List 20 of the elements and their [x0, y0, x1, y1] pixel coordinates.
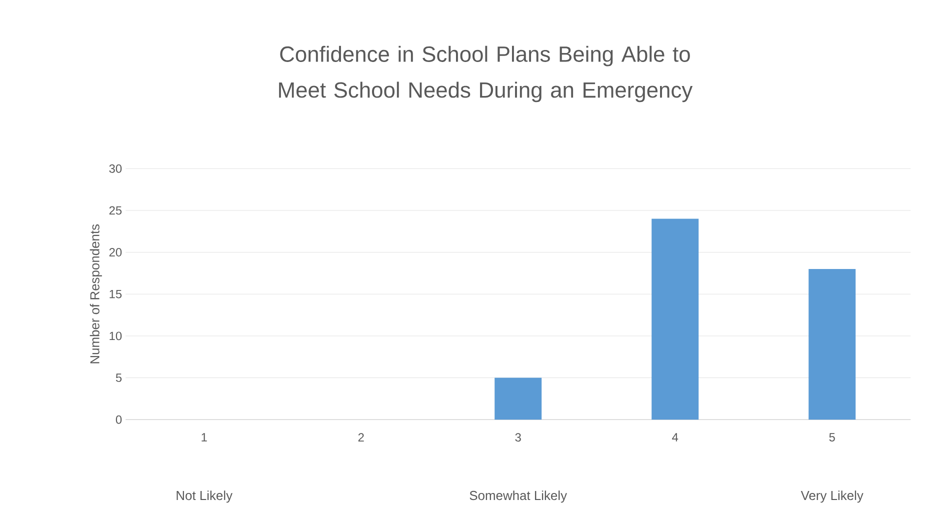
chart-title: Confidence in School Plans Being Able to Meet School Needs During an Emergency — [279, 46, 693, 102]
y-axis-title: Number of Respondents — [90, 224, 102, 364]
y-tick-label: 20 — [109, 248, 122, 256]
x-tick-label: 4 — [672, 433, 678, 442]
y-tick-label: 5 — [116, 374, 122, 382]
bar — [494, 378, 542, 420]
x-tick-label: 1 — [202, 433, 207, 442]
text: Not Likely — [176, 490, 232, 503]
x-tick-label: 5 — [829, 433, 835, 442]
y-tick-label: 0 — [116, 415, 122, 424]
x-tick-label: 3 — [515, 433, 521, 442]
y-tick-label: 15 — [110, 290, 122, 298]
y-tick-label: 30 — [109, 164, 122, 173]
bar — [652, 218, 699, 420]
text: Somewhat Likely — [470, 490, 568, 503]
text: Very Likely — [800, 490, 864, 503]
y-tick-label: 10 — [110, 332, 122, 340]
x-tick-label: 2 — [358, 433, 364, 442]
y-tick-label: 25 — [109, 206, 122, 215]
bar — [808, 269, 856, 420]
